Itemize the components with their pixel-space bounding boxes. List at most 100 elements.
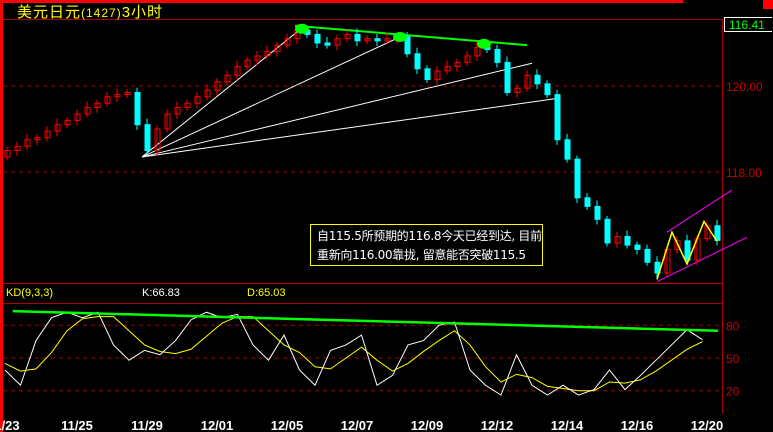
candle-body [274, 44, 281, 53]
swing-high-marker [393, 31, 407, 42]
candle-body [464, 55, 471, 63]
zigzag-line [656, 219, 718, 280]
k-value: K:66.83 [142, 287, 180, 299]
candle-body [684, 240, 691, 261]
annotation-line-1: 自115.5所预期的116.8今天已经到达, 目前 [317, 229, 542, 243]
symbol-name: 美元日元 [17, 4, 82, 21]
candle-body [534, 74, 541, 85]
candle-body [324, 42, 331, 46]
kd-trendline [12, 309, 719, 332]
candle-body [144, 124, 151, 151]
candle-body [284, 38, 291, 46]
channel-line [656, 236, 748, 283]
kd-tick-label: 20 [726, 385, 740, 399]
candle-body [584, 197, 591, 207]
candle-body [564, 139, 571, 160]
candle-body [104, 96, 111, 104]
date-tick-label: 12/14 [551, 418, 584, 432]
candle-body [264, 51, 271, 57]
candle-body [594, 205, 601, 220]
annotation-line-2: 重新向116.00靠拢, 留意能否突破115.5 [317, 248, 526, 262]
top-border [0, 0, 683, 3]
candle-body [134, 91, 141, 126]
candle-body [354, 33, 361, 42]
d-value: D:65.03 [247, 287, 286, 299]
candle-body [344, 33, 351, 40]
candle-body [574, 158, 581, 199]
date-tick-label: 12/05 [271, 418, 304, 432]
candle-body [44, 130, 51, 139]
candle-body [334, 38, 341, 46]
date-tick-label: 12/07 [341, 418, 374, 432]
candle-body [204, 89, 211, 98]
date-tick-label: 11/29 [131, 418, 163, 432]
candle-body [94, 102, 101, 108]
candle-body [24, 139, 31, 147]
date-tick-label: 12/09 [411, 418, 444, 432]
candle-body [474, 46, 481, 57]
candle-body [4, 150, 11, 158]
date-tick-label: 12/12 [481, 418, 514, 432]
corner-marker [763, 0, 773, 9]
candle-body [154, 128, 161, 151]
candle-body [214, 81, 221, 91]
candle-body [644, 248, 651, 263]
date-tick-label: 12/16 [621, 418, 654, 432]
candle-body [74, 113, 81, 121]
candle-body [714, 225, 721, 241]
swing-high-marker [477, 38, 491, 49]
fan-line [141, 36, 401, 158]
date-tick-label: 12/01 [201, 418, 234, 432]
candle-body [434, 70, 441, 81]
candle-body [544, 83, 551, 96]
candle-body [494, 48, 501, 63]
candle-body [414, 53, 421, 70]
candle-body [384, 38, 391, 42]
candle-body [504, 61, 511, 93]
candle-body [524, 74, 531, 89]
candle-body [604, 218, 611, 244]
candle-body [164, 113, 171, 130]
candle-body [114, 94, 121, 98]
price-tick-label: 120.00 [726, 80, 763, 94]
candle-body [174, 107, 181, 115]
annotation-textbox[interactable]: 自115.5所预期的116.8今天已经到达, 目前 重新向116.00靠拢, 留… [310, 224, 543, 266]
candle-body [254, 55, 261, 61]
d-line [4, 316, 703, 392]
chart-title: 美元日元(1427)3小时 [17, 1, 163, 22]
fan-line [141, 62, 533, 158]
date-tick-label: 11/25 [61, 418, 93, 432]
left-border [0, 0, 3, 432]
candle-body [124, 91, 131, 96]
candle-body [674, 240, 681, 250]
price-tick-label: 118.00 [726, 166, 762, 180]
candle-body [634, 244, 641, 250]
candle-body [314, 33, 321, 44]
date-tick-label: 12/20 [691, 418, 724, 432]
candle-body [194, 96, 201, 104]
candle-body [364, 38, 371, 42]
candle-body [34, 137, 41, 141]
candle-body [664, 248, 671, 274]
candle-body [424, 68, 431, 81]
candle-body [614, 236, 621, 244]
candle-body [14, 145, 21, 151]
candle-body [234, 66, 241, 76]
k-line [4, 311, 703, 396]
kd-tick-label: 80 [726, 319, 740, 333]
period-label: 3小时 [121, 4, 164, 21]
candle-body [374, 38, 381, 42]
candle-body [514, 87, 521, 93]
last-price-box: 116.41 [724, 17, 772, 32]
candle-body [224, 74, 231, 83]
kd-indicator-name[interactable]: KD(9,3,3) [6, 287, 54, 299]
candle-body [54, 124, 61, 132]
candle-body [244, 59, 251, 68]
candle-body [454, 61, 461, 68]
symbol-code: (1427) [81, 6, 122, 20]
channel-line [666, 189, 733, 233]
candle-body [554, 94, 561, 141]
swing-high-marker [295, 23, 309, 34]
candle-body [84, 107, 91, 115]
